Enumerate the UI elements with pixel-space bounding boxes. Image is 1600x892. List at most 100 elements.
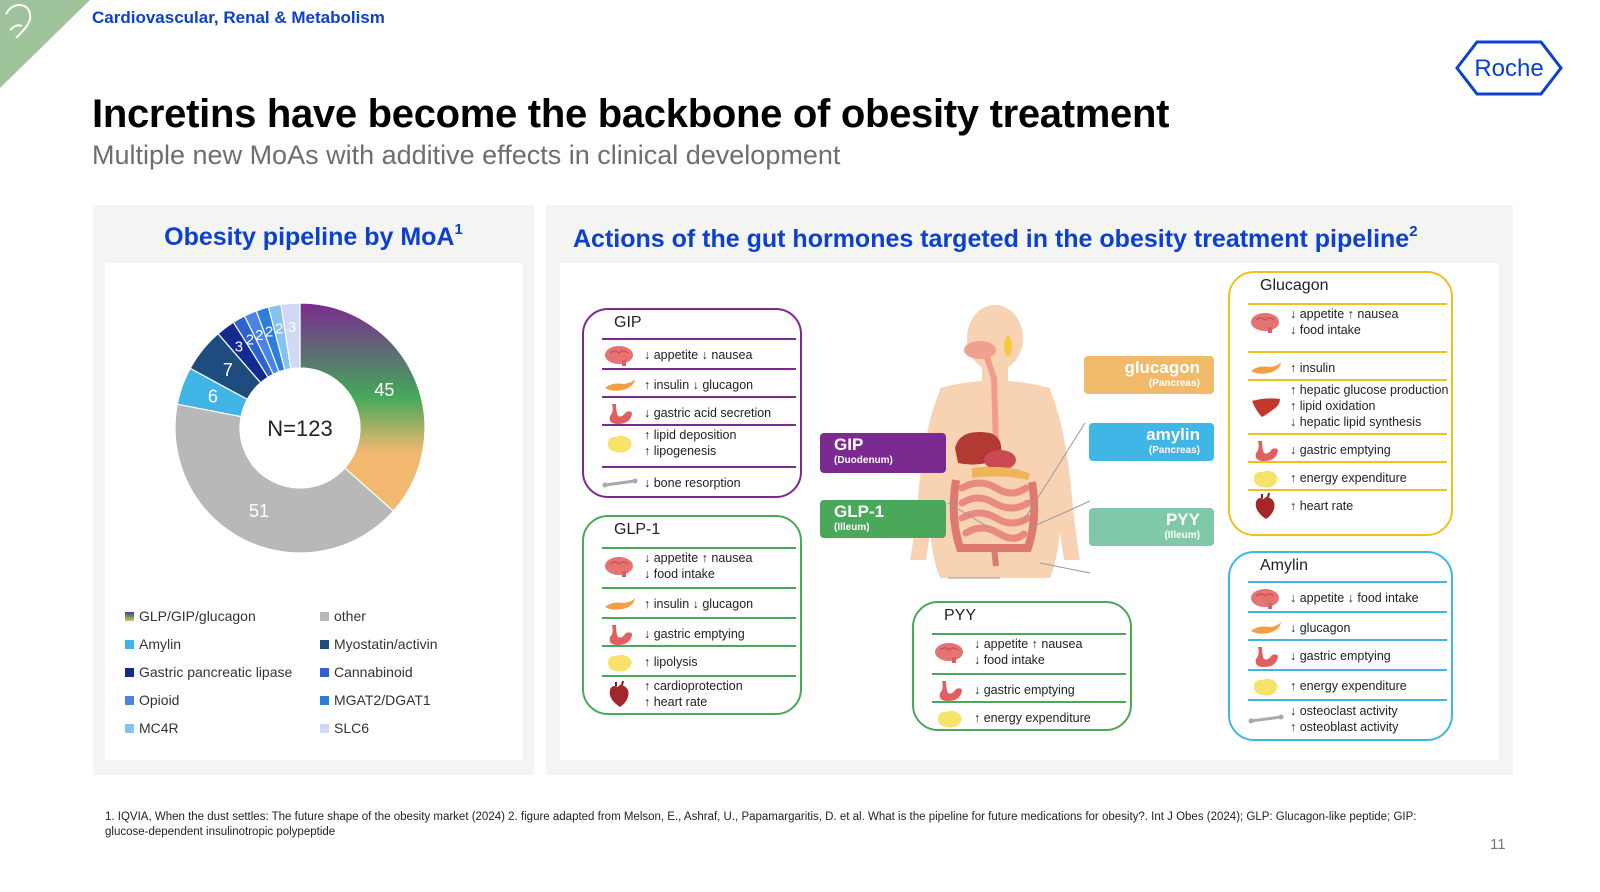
legend-label: Opioid bbox=[139, 692, 180, 708]
donut-slice-glp-gip-glucagon bbox=[299, 302, 426, 513]
legend-swatch bbox=[320, 695, 329, 705]
pipeline-panel: Obesity pipeline by MoA1 45 51 6 7 3 2 2 2 2 3 N=… bbox=[93, 205, 534, 775]
pyy-actions-card: PYY ↓ appetite ↑ nausea ↓ food intake ↓ gas… bbox=[912, 601, 1132, 731]
card-separator bbox=[932, 633, 1126, 635]
card-separator bbox=[1248, 699, 1447, 701]
legend-swatch bbox=[125, 639, 134, 649]
gip-actions-card: GIP ↓ appetite ↓ nausea ↑ insulin ↓ glucag… bbox=[582, 308, 802, 498]
stomach-icon bbox=[1255, 441, 1278, 461]
pancreas-icon bbox=[605, 598, 635, 610]
card-row-text: ↑ lipid deposition ↑ lipogenesis bbox=[644, 428, 737, 458]
card-row: ↑ energy expenditure bbox=[1248, 671, 1447, 701]
stomach-icon bbox=[932, 675, 968, 705]
legend-item: GLP/GIP/glucagon bbox=[125, 608, 256, 624]
pipeline-chart-area: 45 51 6 7 3 2 2 2 2 3 N=123 GLP/GIP/glucagon other… bbox=[105, 263, 523, 760]
legend-label: SLC6 bbox=[334, 720, 370, 736]
legend-label: Cannabinoid bbox=[334, 664, 413, 680]
card-row-text: ↓ bone resorption bbox=[644, 476, 741, 490]
legend-swatch bbox=[125, 723, 134, 733]
brain-icon bbox=[935, 643, 963, 663]
legend-item: other bbox=[320, 608, 366, 624]
pancreas-icon bbox=[1251, 622, 1281, 634]
card-separator bbox=[1248, 611, 1447, 613]
card-row: ↓ appetite ↓ food intake bbox=[1248, 583, 1447, 613]
fat-icon bbox=[608, 654, 632, 672]
card-row-text: ↑ energy expenditure bbox=[1290, 679, 1407, 693]
card-row-text: ↑ cardioprotection ↑ heart rate bbox=[644, 679, 743, 709]
card-row-text: ↓ osteoclast activity ↑ osteoblast activi… bbox=[1290, 704, 1399, 734]
glp1-actions-card: GLP-1 ↓ appetite ↑ nausea ↓ food intake ↑ i… bbox=[582, 515, 802, 715]
card-row-text: ↑ insulin ↓ glucagon bbox=[644, 597, 754, 611]
card-separator bbox=[1248, 639, 1447, 641]
card-row: ↑ lipolysis bbox=[602, 647, 796, 677]
brain-icon bbox=[1251, 313, 1279, 333]
human-body-illustration bbox=[910, 305, 1080, 578]
legend-swatch bbox=[320, 611, 329, 621]
section-label: Cardiovascular, Renal & Metabolism bbox=[92, 8, 385, 27]
pancreas-icon bbox=[1251, 362, 1281, 374]
legend-item: MGAT2/DGAT1 bbox=[320, 692, 431, 708]
card-row: ↑ energy expenditure bbox=[1248, 463, 1447, 493]
brain-icon bbox=[605, 557, 633, 577]
page-title: Incretins have become the backbone of ob… bbox=[92, 92, 1170, 136]
page-number: 11 bbox=[1490, 836, 1506, 853]
donut-value-label: 2 bbox=[275, 321, 283, 338]
card-row: ↓ gastric acid secretion bbox=[602, 398, 796, 428]
roche-logo: Roche bbox=[1455, 40, 1563, 96]
footnote: 1. IQVIA, When the dust settles: The fut… bbox=[105, 811, 1417, 838]
brain-icon bbox=[1251, 589, 1279, 609]
gip-card-title: GIP bbox=[614, 314, 642, 331]
glp1-card-title: GLP-1 bbox=[614, 521, 661, 538]
card-separator bbox=[602, 645, 796, 647]
card-row-text: ↑ insulin bbox=[1290, 361, 1336, 375]
fat-icon bbox=[932, 703, 968, 733]
card-separator bbox=[602, 424, 796, 426]
fat-icon bbox=[1254, 470, 1278, 488]
legend-item: Opioid bbox=[125, 692, 179, 708]
donut-value-label: 7 bbox=[223, 360, 233, 380]
bone-icon bbox=[1248, 714, 1284, 724]
card-separator bbox=[602, 587, 796, 589]
card-separator bbox=[1248, 433, 1447, 435]
donut-value-label: 2 bbox=[255, 327, 263, 344]
card-row-text: ↓ appetite ↓ food intake bbox=[1290, 591, 1419, 605]
card-separator bbox=[1248, 581, 1447, 583]
card-row: ↓ appetite ↑ nausea ↓ food intake bbox=[932, 635, 1126, 669]
card-separator bbox=[932, 701, 1126, 703]
card-row: ↑ cardioprotection ↑ heart rate bbox=[602, 677, 796, 711]
card-row-text: ↓ appetite ↑ nausea ↓ food intake bbox=[644, 551, 753, 581]
card-row: ↓ glucagon bbox=[1248, 613, 1447, 643]
stomach-icon bbox=[1255, 647, 1278, 667]
legend-swatch bbox=[320, 723, 329, 733]
card-row-text: ↑ lipolysis bbox=[644, 655, 698, 669]
card-row-text: ↓ glucagon bbox=[1290, 621, 1351, 635]
card-row-text: ↓ gastric emptying bbox=[974, 683, 1075, 697]
card-separator bbox=[1248, 669, 1447, 671]
glucagon-card-title: Glucagon bbox=[1260, 277, 1329, 294]
legend-label: MC4R bbox=[139, 720, 179, 736]
fat-icon bbox=[602, 647, 638, 677]
brain-icon bbox=[605, 346, 633, 366]
brain-icon bbox=[602, 340, 638, 370]
donut-value-label: 6 bbox=[208, 387, 218, 407]
brain-icon bbox=[602, 551, 638, 581]
heart-icon bbox=[602, 679, 638, 709]
card-row-text: ↑ hepatic glucose production ↑ lipid oxid… bbox=[1290, 383, 1449, 429]
stomach-icon bbox=[1248, 435, 1284, 465]
card-row: ↓ appetite ↓ nausea bbox=[602, 340, 796, 370]
card-row: ↓ gastric emptying bbox=[1248, 641, 1447, 671]
stomach-icon bbox=[939, 681, 962, 701]
stomach-icon bbox=[602, 398, 638, 428]
amylin-card-title: Amylin bbox=[1260, 557, 1309, 574]
bone-icon bbox=[602, 468, 638, 498]
heart-outline-icon bbox=[5, 4, 32, 39]
card-separator bbox=[602, 338, 796, 340]
donut-value-label: 3 bbox=[288, 319, 296, 336]
card-separator bbox=[602, 617, 796, 619]
fat-icon bbox=[938, 710, 962, 728]
card-separator bbox=[1248, 351, 1447, 353]
heart-icon bbox=[609, 680, 629, 707]
legend-label: Amylin bbox=[139, 636, 182, 652]
glucagon-label: glucagon (Pancreas) bbox=[1084, 356, 1214, 394]
